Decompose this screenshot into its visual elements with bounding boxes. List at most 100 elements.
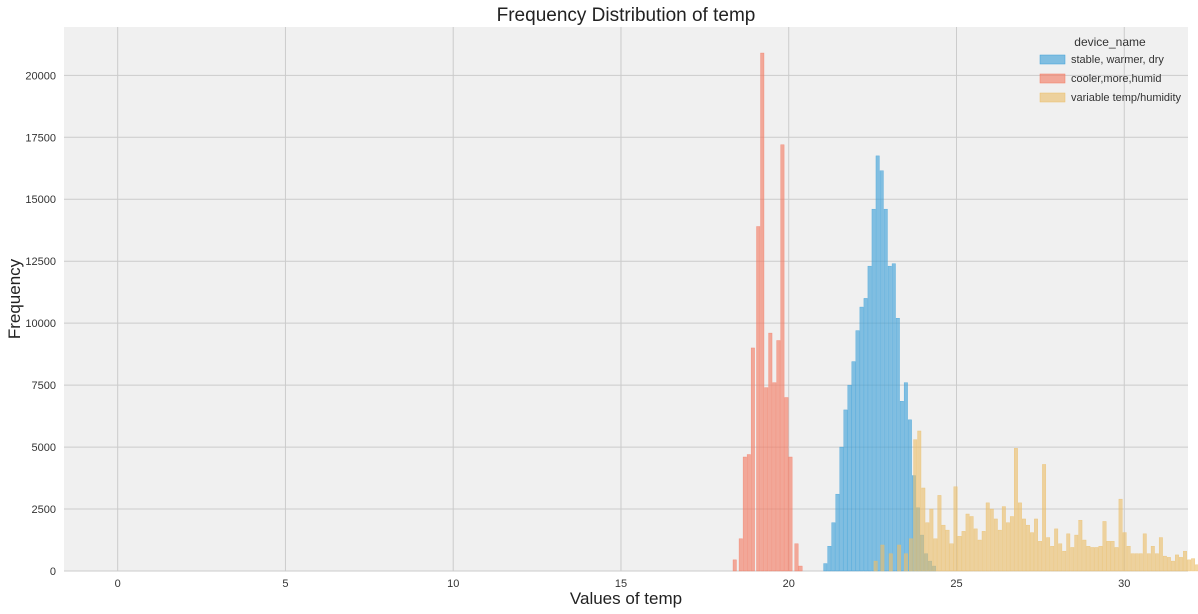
y-tick-label: 10000 [25,318,56,330]
histogram-bar [908,538,913,572]
histogram-bar [1038,541,1042,572]
histogram-bar [1171,560,1175,572]
histogram-bar [839,446,844,572]
histogram-bar [835,493,840,572]
histogram-bar [1114,547,1119,572]
histogram-bar [1106,541,1111,572]
histogram-bar [1179,557,1183,572]
histogram-bar [957,536,962,572]
y-tick-label: 12500 [25,256,56,268]
histogram-bar [949,543,954,572]
histogram-bar [965,513,970,572]
histogram-bar [798,565,803,572]
histogram-bar [1191,558,1195,572]
histogram-bar [1082,539,1087,572]
histogram-bar [1078,519,1083,572]
histogram-bar [989,508,994,572]
histogram-bar [1070,547,1075,572]
x-tick-label: 5 [282,578,288,590]
histogram-bar [933,538,938,572]
histogram-bar [1054,528,1059,572]
histogram-bar [880,544,885,572]
series-0-bars [823,155,936,572]
series-1-bars [732,52,803,572]
histogram-bar [776,340,781,572]
histogram-bar [917,430,922,572]
histogram-bar [1130,553,1135,572]
histogram-bar [1058,543,1063,572]
histogram-bar [945,529,950,572]
y-axis-label: Frequency [5,258,24,339]
histogram-bar [1138,553,1143,572]
y-tick-label: 15000 [25,194,56,206]
histogram-bar [997,529,1002,572]
histogram-bar [1187,559,1191,572]
legend-swatch [1039,54,1066,65]
x-tick-label: 25 [950,578,962,590]
legend-entry-label: cooler,more,humid [1071,73,1162,85]
y-axis-ticks: 0 2500 5000 7500 10000 12500 15000 17500 20000 [25,70,56,578]
histogram-bar [1122,532,1127,572]
x-tick-label: 10 [447,578,459,590]
histogram-bar [887,265,892,572]
histogram-bar [961,531,966,572]
histogram-bar [1118,498,1123,572]
x-tick-label: 20 [783,578,795,590]
histogram-bar [738,538,743,572]
y-tick-label: 7500 [32,380,56,392]
histogram-bar [1005,522,1010,572]
histogram-bar [1134,553,1139,572]
histogram-bar [746,454,751,572]
histogram-bar [760,52,765,572]
histogram-bar [875,155,880,572]
histogram-bar [827,546,832,572]
x-tick-label: 15 [615,578,627,590]
histogram-bar [953,486,958,572]
legend-entry-label: variable temp/humidity [1071,92,1182,104]
histogram-bar [1158,537,1163,572]
legend: device_name stable, warmer, dry cooler,mo… [1039,35,1182,104]
histogram-bar [1026,524,1030,572]
histogram-bar [899,401,904,572]
histogram-bar [981,531,986,572]
histogram-bar [768,332,773,572]
histogram-bar [1162,555,1167,572]
histogram-bar [1094,547,1099,572]
histogram-bar [1102,521,1107,572]
histogram-bar [879,170,884,572]
x-axis-label: Values of temp [570,589,682,608]
histogram-bar [1046,537,1051,572]
histogram-bar [1050,546,1055,572]
histogram-bar [937,495,942,572]
histogram-bar [925,522,930,572]
y-tick-label: 17500 [25,132,56,144]
histogram-bar [784,397,789,572]
histogram-bar [969,516,974,572]
histogram-bar [1150,546,1155,572]
histogram-bar [973,528,978,572]
histogram-bar [1183,550,1187,572]
histogram-bar [888,553,893,572]
histogram-bar [873,560,878,572]
histogram-bar [843,409,848,572]
histogram-bar [1110,541,1115,572]
histogram-bar [1066,533,1071,572]
histogram-bar [1009,516,1014,572]
histogram-bar [1042,464,1047,572]
histogram-bar [772,382,777,572]
histogram-bar [764,387,769,572]
histogram-bar [903,382,908,572]
histogram-bar [941,524,946,572]
x-tick-label: 30 [1118,578,1130,590]
histogram-bar [1166,557,1171,572]
histogram-bar [1175,554,1179,572]
histogram-bar [913,439,918,572]
histogram-bar [1062,550,1067,572]
histogram-bar [903,553,908,572]
legend-entry-label: stable, warmer, dry [1071,54,1164,66]
histogram-bar [993,518,998,572]
y-tick-label: 5000 [32,442,56,454]
histogram-bar [1030,532,1034,572]
histogram-bar [742,456,747,572]
histogram-bar [1146,553,1151,572]
